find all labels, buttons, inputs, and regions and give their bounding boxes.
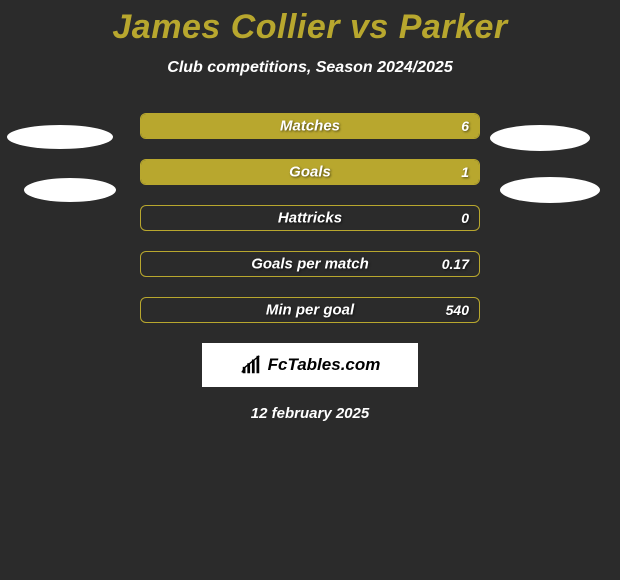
decor-ellipse bbox=[7, 125, 113, 149]
bar-value-right: 1 bbox=[461, 164, 469, 180]
bar-value-right: 0.17 bbox=[442, 256, 469, 272]
decor-ellipse bbox=[490, 125, 590, 151]
bar-track: Goals1 bbox=[140, 159, 480, 185]
bar-fill-left bbox=[141, 160, 310, 184]
bar-track: Matches6 bbox=[140, 113, 480, 139]
bar-label: Min per goal bbox=[141, 302, 479, 319]
bar-track: Goals per match0.17 bbox=[140, 251, 480, 277]
bar-value-right: 540 bbox=[446, 302, 469, 318]
stat-row: Min per goal540 bbox=[0, 297, 620, 323]
bar-track: Hattricks0 bbox=[140, 205, 480, 231]
bar-value-right: 0 bbox=[461, 210, 469, 226]
bar-track: Min per goal540 bbox=[140, 297, 480, 323]
date-label: 12 february 2025 bbox=[0, 405, 620, 422]
logo-text: FcTables.com bbox=[268, 355, 381, 375]
decor-ellipse bbox=[24, 178, 116, 202]
chart-icon bbox=[240, 354, 262, 376]
bar-fill-right bbox=[310, 114, 479, 138]
stat-row: Hattricks0 bbox=[0, 205, 620, 231]
subtitle: Club competitions, Season 2024/2025 bbox=[0, 59, 620, 77]
decor-ellipse bbox=[500, 177, 600, 203]
stat-row: Goals per match0.17 bbox=[0, 251, 620, 277]
source-logo: FcTables.com bbox=[202, 343, 418, 387]
bar-value-right: 6 bbox=[461, 118, 469, 134]
bar-fill-right bbox=[310, 160, 479, 184]
bar-label: Goals per match bbox=[141, 256, 479, 273]
bar-fill-left bbox=[141, 114, 310, 138]
page-title: James Collier vs Parker bbox=[0, 0, 620, 47]
bar-label: Hattricks bbox=[141, 210, 479, 227]
